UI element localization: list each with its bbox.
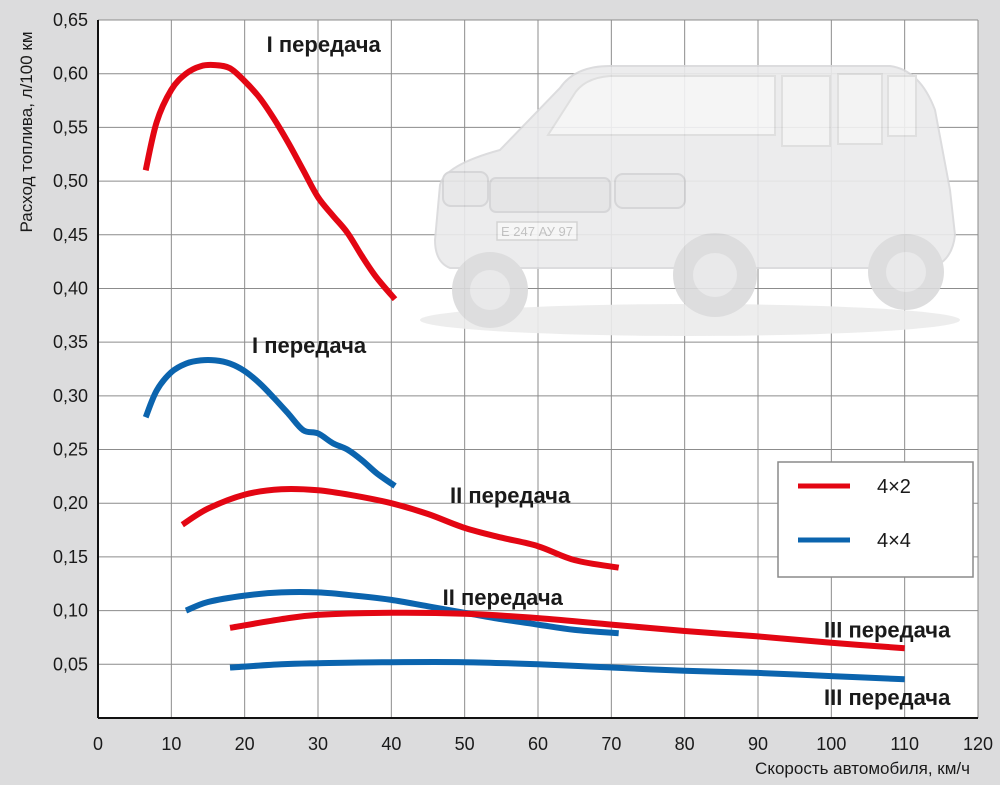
y-tick-label: 0,55 xyxy=(53,117,88,137)
series-line-4 xyxy=(229,609,905,652)
x-tick-label: 110 xyxy=(890,734,919,754)
x-tick-label: 70 xyxy=(601,734,621,754)
y-ticks: 0,05 0,10 0,15 0,20 0,25 0,30 0,35 0,40 0,45 0,50… xyxy=(53,10,88,674)
car-image: Е 247 АУ 97 xyxy=(420,65,960,336)
series-line-5 xyxy=(229,658,905,683)
x-tick-label: 50 xyxy=(455,734,475,754)
y-tick-label: 0,30 xyxy=(53,386,88,406)
x-axis-title: Скорость автомобиля, км/ч xyxy=(755,759,970,778)
y-tick-label: 0,05 xyxy=(53,654,88,674)
x-tick-label: 60 xyxy=(528,734,548,754)
x-tick-label: 0 xyxy=(93,734,103,754)
x-tick-label: 10 xyxy=(161,734,181,754)
series-annotation: III передача xyxy=(824,685,951,710)
series-line-1 xyxy=(142,357,397,489)
y-axis-title: Расход топлива, л/100 км xyxy=(17,31,36,232)
y-tick-label: 0,25 xyxy=(53,440,88,460)
y-tick-label: 0,20 xyxy=(53,493,88,513)
legend-label-4x4: 4×4 xyxy=(877,530,911,552)
x-tick-label: 90 xyxy=(748,734,768,754)
legend: 4×2 4×4 xyxy=(777,461,974,578)
y-tick-label: 0,10 xyxy=(53,601,88,621)
legend-box xyxy=(777,461,974,578)
x-tick-label: 20 xyxy=(235,734,255,754)
x-tick-label: 100 xyxy=(816,734,846,754)
y-tick-label: 0,45 xyxy=(53,225,88,245)
y-tick-label: 0,50 xyxy=(53,171,88,191)
y-tick-label: 0,60 xyxy=(53,64,88,84)
x-tick-label: 40 xyxy=(381,734,401,754)
series-annotation: III передача xyxy=(824,617,951,642)
series-line-0 xyxy=(142,61,398,302)
x-ticks: 0 10 20 30 40 50 60 70 80 90 100 110 120 xyxy=(93,734,993,754)
series-annotation: II передача xyxy=(443,585,564,610)
x-tick-label: 80 xyxy=(675,734,695,754)
series-line-2 xyxy=(180,486,620,571)
series-layer xyxy=(142,61,905,683)
axes: 0 10 20 30 40 50 60 70 80 90 100 110 120 0,05 0,10 0,1… xyxy=(53,10,993,754)
license-plate-text: Е 247 АУ 97 xyxy=(501,224,573,239)
x-tick-label: 120 xyxy=(963,734,993,754)
series-line-3 xyxy=(184,588,619,637)
series-annotation: I передача xyxy=(252,333,367,358)
y-tick-label: 0,15 xyxy=(53,547,88,567)
y-tick-label: 0,65 xyxy=(53,10,88,30)
y-tick-label: 0,35 xyxy=(53,332,88,352)
y-tick-label: 0,40 xyxy=(53,278,88,298)
legend-label-4x2: 4×2 xyxy=(877,476,911,498)
series-annotation: II передача xyxy=(450,483,571,508)
x-tick-label: 30 xyxy=(308,734,328,754)
annotations: I передача I передача II передача II переда… xyxy=(252,32,951,710)
series-annotation: I передача xyxy=(267,32,382,57)
